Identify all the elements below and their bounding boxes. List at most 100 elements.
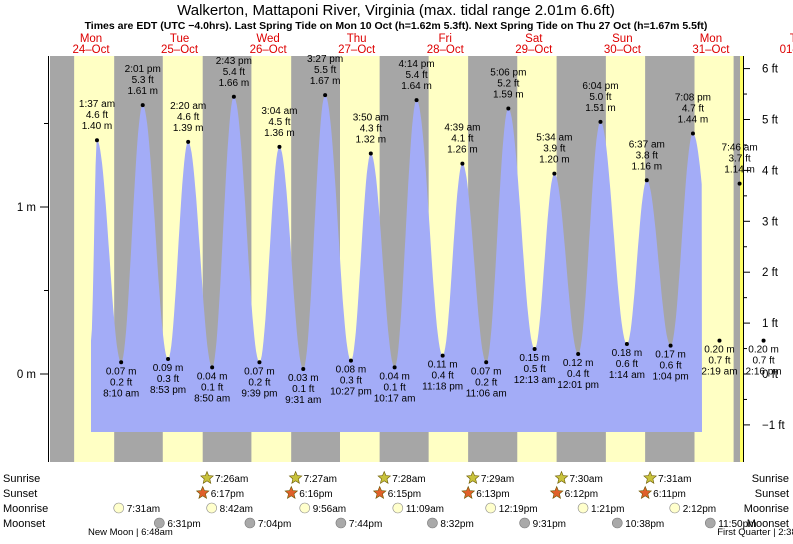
right-tick-label: 6 ft [762, 64, 779, 76]
day-date: 01–Nov [780, 44, 793, 56]
astro-rows: Sunrise Sunrise Sunset Sunset Moonrise Moonri… [3, 470, 793, 538]
row-label-left: Sunrise [3, 473, 40, 485]
tide-time-label: 5:34 am [536, 133, 572, 144]
tide-height-m: 1.67 m [310, 76, 341, 87]
moonrise-icon [577, 502, 589, 514]
tide-time-label: 12:13 am [514, 375, 556, 386]
tide-height-ft: 0.3 ft [157, 374, 179, 385]
tide-height-m: 0.03 m [288, 373, 319, 384]
day-of-week: Mon [700, 33, 722, 45]
tide-height-ft: 5.2 ft [497, 78, 519, 89]
sunrise-star-icon [554, 470, 569, 484]
row-label-right: Sunrise [752, 473, 789, 485]
tide-extreme-point [668, 343, 673, 348]
sunset-star-icon [284, 485, 299, 499]
sunset-star-icon [638, 485, 653, 499]
moon-phase-label: New Moon | 6:48am [88, 527, 173, 538]
tide-extreme-point [368, 151, 373, 156]
sunset-time: 6:13pm [476, 489, 509, 500]
tide-height-ft: 0.7 ft [752, 356, 774, 367]
tide-time-label: 9:31 am [285, 395, 321, 406]
tide-time-label: 5:06 pm [490, 67, 526, 78]
sunset-star-icon [461, 485, 476, 499]
tide-height-ft: 4.3 ft [360, 124, 382, 135]
tide-extreme-point [166, 356, 171, 361]
left-tick-label: 0 m [17, 369, 36, 381]
moonset-icon [154, 517, 165, 529]
tide-extreme-point [392, 365, 397, 370]
moonset-time: 8:32pm [440, 519, 473, 530]
tide-time-label: 2:19 am [701, 367, 737, 378]
moonrise-time: 1:21pm [591, 504, 624, 515]
moonset-time: 7:44pm [349, 519, 382, 530]
tide-time-label: 11:18 pm [422, 382, 463, 393]
tide-extreme-point [257, 360, 262, 365]
tide-time-label: 1:37 am [79, 99, 115, 110]
sunrise-time: 7:31am [658, 474, 691, 485]
tide-extreme-point [140, 103, 145, 108]
moonset-icon [704, 517, 716, 529]
moonrise-time: 9:56am [313, 504, 346, 515]
tide-time-label: 10:27 pm [330, 387, 372, 398]
tide-height-ft: 0.1 ft [201, 382, 223, 393]
tide-height-m: 0.18 m [612, 348, 643, 359]
right-tick-label: 0 ft [762, 369, 779, 381]
tide-time-label: 2:16 pm [746, 367, 782, 378]
sunrise-star-icon [465, 470, 480, 484]
tide-height-ft: 3.9 ft [543, 144, 565, 155]
tide-height-ft: 5.4 ft [223, 67, 245, 78]
tide-height-m: 1.14 m [724, 165, 755, 176]
tide-extreme-point [210, 365, 215, 370]
tide-time-label: 4:39 am [444, 123, 480, 134]
tide-extreme-point [598, 119, 603, 124]
row-label-right: Sunset [755, 488, 789, 500]
tide-height-m: 1.66 m [219, 78, 250, 89]
tide-height-ft: 4.5 ft [268, 117, 290, 128]
sunset-time: 6:15pm [388, 489, 421, 500]
tide-height-ft: 4.6 ft [177, 112, 199, 123]
moonset-time: 6:31pm [167, 519, 200, 530]
tide-height-m: 0.15 m [519, 353, 550, 364]
tide-extreme-point [737, 181, 742, 186]
moonset-icon [519, 517, 530, 529]
tide-extreme-point [484, 360, 489, 365]
tide-height-ft: 0.7 ft [708, 356, 730, 367]
day-date: 25–Oct [161, 44, 199, 56]
tide-height-ft: 0.2 ft [110, 377, 132, 388]
tide-time-label: 2:20 am [170, 101, 206, 112]
tide-extreme-point [624, 341, 629, 346]
tide-height-ft: 5.5 ft [314, 65, 336, 76]
tide-time-label: 6:37 am [629, 139, 665, 150]
sunrise-time: 7:29am [481, 474, 514, 485]
day-date: 26–Oct [250, 44, 288, 56]
sunset-time: 6:16pm [299, 489, 332, 500]
tide-extreme-point [690, 131, 695, 136]
tide-extreme-point [323, 93, 328, 98]
moonset-time: 11:50pm [718, 519, 756, 530]
day-date: 30–Oct [604, 44, 642, 56]
tide-height-ft: 4.7 ft [682, 104, 704, 115]
day-of-week: Sat [525, 33, 543, 45]
tide-time-label: 8:10 am [103, 388, 139, 399]
right-tick-label: 5 ft [762, 114, 779, 126]
tide-height-m: 1.32 m [356, 135, 387, 146]
moonrise-time: 8:42am [220, 504, 253, 515]
day-of-week: Thu [347, 33, 367, 45]
tide-height-m: 0.20 m [748, 345, 779, 356]
tide-height-m: 1.64 m [401, 81, 432, 92]
tide-height-m: 1.36 m [264, 128, 295, 139]
day-of-week: Mon [80, 33, 102, 45]
tide-extreme-point [231, 94, 236, 99]
tide-height-m: 0.07 m [106, 366, 137, 377]
tide-height-ft: 0.1 ft [383, 382, 405, 393]
right-tick-label: 1 ft [762, 318, 779, 330]
tide-height-ft: 3.7 ft [728, 154, 750, 165]
row-label-left: Sunset [3, 488, 37, 500]
tide-extreme-point [301, 366, 306, 371]
tide-time-label: 10:17 am [374, 393, 416, 404]
moonrise-icon [392, 502, 404, 514]
moonrise-icon [206, 502, 217, 514]
sunrise-time: 7:26am [215, 474, 248, 485]
